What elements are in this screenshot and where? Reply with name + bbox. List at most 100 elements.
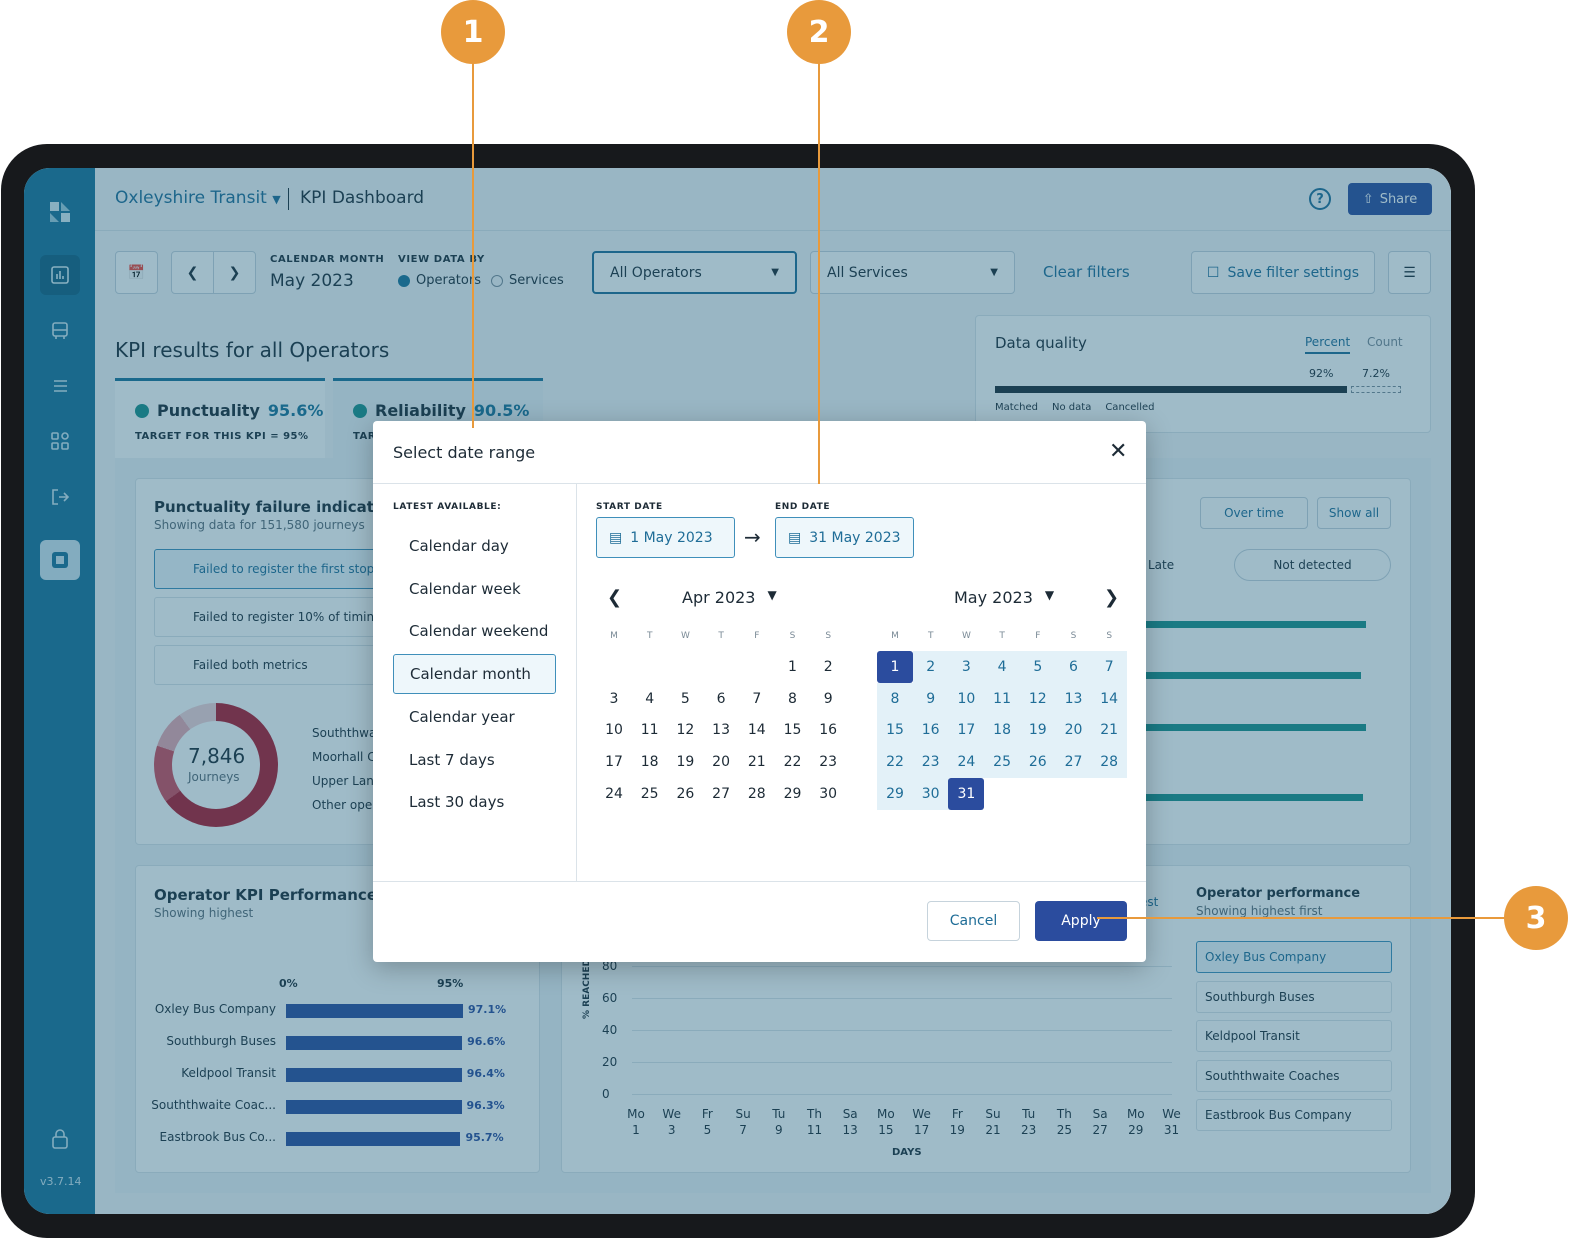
range-option[interactable]: Calendar weekend [409, 622, 549, 641]
operators-select[interactable]: All Operators ▼ [592, 251, 797, 294]
calendar-day[interactable]: 16 [819, 722, 838, 739]
calendar-day[interactable]: 26 [1019, 746, 1056, 779]
right-month-select[interactable]: May 2023 ▼ [954, 588, 1054, 607]
calendar-day[interactable]: 7 [1091, 651, 1128, 683]
save-filter-button[interactable]: ☐ Save filter settings [1191, 251, 1375, 294]
calendar-day[interactable]: 25 [984, 746, 1021, 779]
calendar-day[interactable]: 8 [788, 690, 797, 707]
calendar-day[interactable]: 28 [1091, 746, 1128, 779]
calendar-day[interactable]: 7 [752, 690, 762, 707]
range-option[interactable]: Last 7 days [409, 750, 495, 769]
calendar-day[interactable]: 21 [747, 754, 766, 771]
calendar-day[interactable]: 12 [676, 722, 695, 739]
calendar-button[interactable]: 📅 [115, 251, 158, 294]
apply-button[interactable]: Apply [1035, 901, 1127, 941]
calendar-day[interactable]: 16 [912, 714, 949, 747]
calendar-day[interactable]: 12 [1019, 682, 1056, 715]
calendar-day[interactable]: 1 [877, 651, 913, 683]
calendar-day[interactable]: 14 [1091, 682, 1128, 715]
radio-operators[interactable]: Operators [398, 273, 481, 288]
calendar-day[interactable]: 5 [680, 690, 690, 707]
calendar-day[interactable]: 24 [605, 785, 623, 802]
calendar-day[interactable]: 14 [747, 722, 766, 739]
calendar-day[interactable]: 3 [609, 690, 619, 707]
calendar-day[interactable]: 15 [783, 722, 802, 739]
calendar-day[interactable]: 17 [948, 714, 985, 747]
calendar-day[interactable]: 21 [1091, 714, 1128, 747]
calendar-day[interactable]: 19 [1019, 714, 1056, 747]
late-sort[interactable]: Late [1148, 558, 1175, 572]
calendar-day[interactable]: 18 [984, 714, 1021, 747]
tab-count[interactable]: Count [1367, 335, 1403, 349]
help-icon[interactable]: ? [1309, 188, 1331, 210]
calendar-day[interactable]: 30 [819, 785, 838, 802]
calendar-day[interactable]: 22 [783, 754, 802, 771]
operator-perf-item[interactable]: Southburgh Buses [1196, 980, 1392, 1013]
calendar-day[interactable]: 6 [1055, 651, 1092, 683]
cancel-button[interactable]: Cancel [927, 901, 1020, 941]
grid-icon[interactable] [40, 421, 80, 461]
calendar-day[interactable]: 10 [605, 722, 623, 739]
calendar-day[interactable]: 15 [877, 714, 913, 747]
bus-icon[interactable] [40, 311, 80, 351]
calendar-day[interactable]: 11 [640, 722, 659, 739]
calendar-day[interactable]: 27 [712, 785, 730, 802]
end-date-field[interactable]: ▤ 31 May 2023 [775, 517, 914, 558]
operator-perf-item[interactable]: Eastbrook Bus Company [1196, 1099, 1392, 1132]
calendar-day[interactable]: 4 [984, 651, 1021, 683]
next-calendar-month[interactable]: ❯ [1104, 587, 1120, 608]
start-date-field[interactable]: ▤ 1 May 2023 [596, 517, 735, 558]
calendar-day[interactable]: 24 [948, 746, 985, 779]
left-month-select[interactable]: Apr 2023 ▼ [682, 588, 777, 607]
calendar-day[interactable]: 28 [747, 785, 766, 802]
calendar-day[interactable]: 4 [645, 690, 655, 707]
range-option[interactable]: Last 30 days [409, 793, 505, 812]
calendar-day[interactable]: 11 [984, 682, 1021, 715]
list-icon[interactable] [40, 366, 80, 406]
range-option[interactable]: Calendar day [409, 537, 509, 555]
calendar-day[interactable]: 6 [716, 690, 726, 707]
calendar-day[interactable]: 25 [640, 785, 659, 802]
calendar-day[interactable]: 23 [912, 746, 949, 779]
prev-month-button[interactable]: ❮ [171, 251, 214, 294]
logout-icon[interactable] [40, 477, 80, 517]
calendar-day[interactable]: 20 [1055, 714, 1092, 747]
show-all-button[interactable]: Show all [1317, 497, 1391, 529]
calendar-day[interactable]: 1 [788, 659, 797, 675]
calendar-day[interactable]: 31 [948, 777, 985, 810]
app-icon[interactable] [40, 540, 80, 580]
operator-perf-item[interactable]: Oxley Bus Company [1196, 941, 1392, 973]
calendar-day[interactable]: 17 [605, 754, 623, 771]
calendar-day[interactable]: 3 [948, 651, 985, 683]
org-switcher[interactable]: Oxleyshire Transit ▼ [115, 188, 281, 208]
calendar-day[interactable]: 5 [1019, 651, 1056, 683]
calendar-day[interactable]: 27 [1055, 746, 1092, 779]
range-option[interactable]: Calendar month [393, 654, 556, 695]
over-time-button[interactable]: Over time [1200, 497, 1308, 529]
clear-filters-link[interactable]: Clear filters [1043, 263, 1130, 281]
calendar-day[interactable]: 29 [783, 785, 802, 802]
calendar-day[interactable]: 8 [877, 682, 913, 715]
next-month-button[interactable]: ❯ [213, 251, 256, 294]
calendar-day[interactable]: 2 [912, 651, 949, 683]
calendar-day[interactable]: 2 [823, 659, 833, 675]
radio-services[interactable]: Services [491, 273, 564, 288]
tab-punctuality[interactable]: Punctuality 95.6% TARGET FOR THIS KPI = 9… [115, 378, 325, 458]
calendar-day[interactable]: 19 [676, 754, 695, 771]
calendar-day[interactable]: 13 [1055, 682, 1092, 715]
prev-calendar-month[interactable]: ❮ [607, 587, 623, 608]
calendar-day[interactable]: 9 [823, 690, 833, 707]
range-option[interactable]: Calendar year [409, 707, 515, 726]
calendar-day[interactable]: 13 [712, 722, 730, 739]
services-select[interactable]: All Services ▼ [810, 251, 1015, 294]
operator-perf-item[interactable]: Keldpool Transit [1196, 1020, 1392, 1053]
close-icon[interactable]: ✕ [1109, 439, 1128, 464]
calendar-day[interactable]: 18 [640, 754, 659, 771]
tab-percent[interactable]: Percent [1305, 335, 1351, 354]
dashboard-icon[interactable] [40, 255, 80, 295]
filter-menu-button[interactable]: ☰ [1388, 251, 1431, 294]
calendar-day[interactable]: 29 [877, 777, 913, 810]
calendar-day[interactable]: 20 [712, 754, 730, 771]
calendar-day[interactable]: 10 [948, 682, 985, 715]
range-option[interactable]: Calendar week [409, 579, 521, 598]
